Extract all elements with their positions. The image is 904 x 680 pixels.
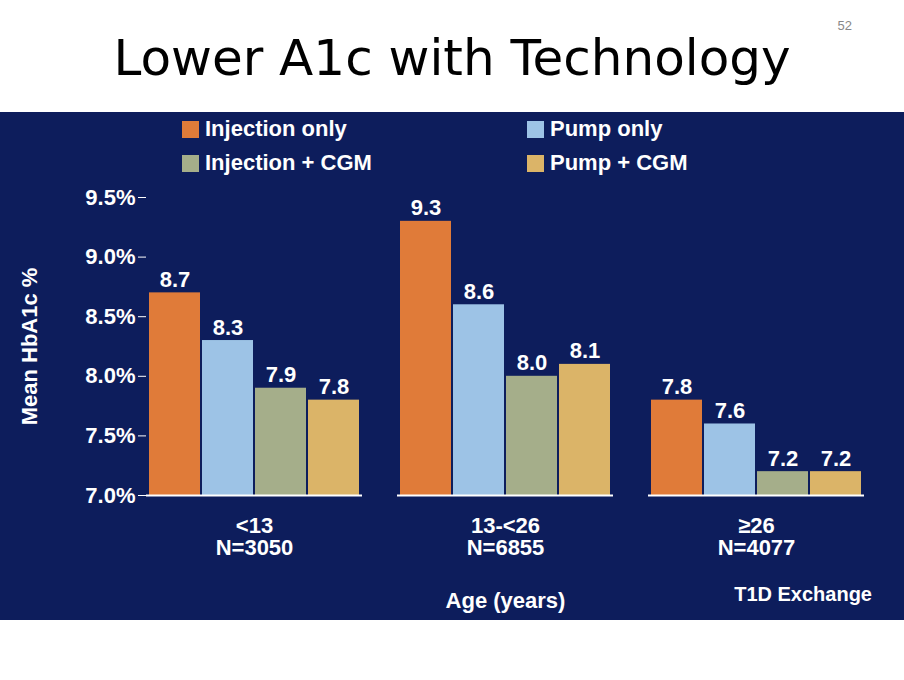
svg-text:7.8: 7.8 <box>319 374 350 399</box>
svg-text:13-<26N=6855: 13-<26N=6855 <box>467 513 545 560</box>
svg-text:7.0%: 7.0% <box>85 483 135 508</box>
html-text:52: 52 <box>837 18 852 33</box>
html-text:Injection only: Injection only <box>205 116 347 141</box>
svg-text:7.8: 7.8 <box>662 374 693 399</box>
svg-text:7.5%: 7.5% <box>85 423 135 448</box>
svg-text:7.2: 7.2 <box>768 446 799 471</box>
svg-text:8.5%: 8.5% <box>85 304 135 329</box>
svg-text:9.3: 9.3 <box>411 195 442 220</box>
svg-text:7.2: 7.2 <box>821 446 852 471</box>
svg-text:Mean HbA1c %: Mean HbA1c % <box>17 268 42 426</box>
html-text:Lower A1c with Technology: Lower A1c with Technology <box>113 29 791 87</box>
svg-text:7.6: 7.6 <box>715 398 746 423</box>
svg-text:<13N=3050: <13N=3050 <box>216 513 294 560</box>
svg-text:8.1: 8.1 <box>570 338 601 363</box>
svg-text:7.9: 7.9 <box>266 362 297 387</box>
html-text:Injection + CGM: Injection + CGM <box>205 150 372 175</box>
html-text:Pump + CGM: Pump + CGM <box>550 150 688 175</box>
svg-text:9.0%: 9.0% <box>85 244 135 269</box>
svg-text:9.5%: 9.5% <box>85 185 135 210</box>
svg-text:8.7: 8.7 <box>160 267 191 292</box>
html-text:T1D Exchange: T1D Exchange <box>734 583 872 605</box>
svg-text:8.0%: 8.0% <box>85 363 135 388</box>
html-text:Pump only: Pump only <box>550 116 663 141</box>
svg-text:8.6: 8.6 <box>464 279 495 304</box>
svg-text:Age (years): Age (years) <box>446 588 566 613</box>
svg-text:8.0: 8.0 <box>517 350 548 375</box>
svg-text:8.3: 8.3 <box>213 315 244 340</box>
svg-text:≥26N=4077: ≥26N=4077 <box>718 513 796 560</box>
